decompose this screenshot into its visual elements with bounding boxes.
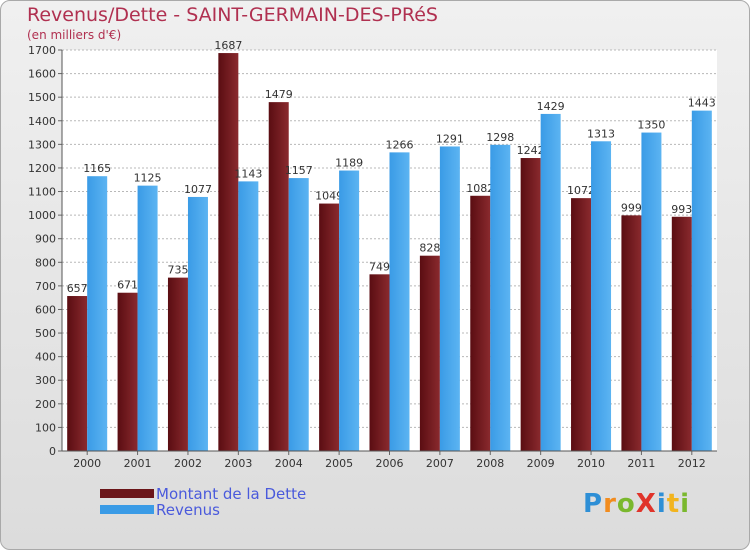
bar-revenus bbox=[187, 196, 208, 451]
y-tick-label: 100 bbox=[35, 421, 56, 434]
bar-revenus bbox=[238, 181, 259, 451]
bar-dette bbox=[369, 274, 390, 451]
data-label-dette: 1687 bbox=[214, 39, 242, 52]
y-tick-label: 1000 bbox=[28, 209, 56, 222]
logo-letter: P bbox=[583, 489, 604, 519]
bar-revenus bbox=[490, 144, 511, 451]
logo-letter: t bbox=[666, 489, 681, 519]
data-label-revenus: 1443 bbox=[688, 97, 716, 110]
data-label-revenus: 1429 bbox=[537, 100, 565, 113]
data-label-revenus: 1291 bbox=[436, 132, 464, 145]
data-label-dette: 657 bbox=[67, 282, 88, 295]
logo-letter: o bbox=[616, 489, 636, 519]
y-tick-label: 1100 bbox=[28, 186, 56, 199]
legend-label-dette: Montant de la Dette bbox=[156, 485, 307, 503]
data-label-dette: 1072 bbox=[567, 184, 595, 197]
logo-letter: i bbox=[680, 489, 691, 519]
data-label-dette: 828 bbox=[419, 242, 440, 255]
bar-revenus bbox=[691, 110, 712, 451]
x-tick-label: 2006 bbox=[376, 457, 404, 470]
y-tick-label: 300 bbox=[35, 374, 56, 387]
bar-dette bbox=[167, 277, 188, 451]
y-tick-label: 1400 bbox=[28, 115, 56, 128]
proxiti-logo: ProXiti bbox=[583, 489, 690, 519]
y-tick-label: 1300 bbox=[28, 138, 56, 151]
bar-revenus bbox=[591, 141, 612, 451]
x-tick-label: 2009 bbox=[527, 457, 555, 470]
bar-revenus bbox=[339, 170, 360, 451]
y-tick-label: 400 bbox=[35, 351, 56, 364]
chart-title: Revenus/Dette - SAINT-GERMAIN-DES-PRéS bbox=[27, 4, 438, 26]
bar-dette bbox=[571, 198, 592, 451]
bar-dette bbox=[67, 296, 88, 451]
y-tick-label: 600 bbox=[35, 303, 56, 316]
data-label-revenus: 1165 bbox=[83, 162, 111, 175]
legend-swatch-revenus bbox=[100, 505, 154, 514]
y-tick-label: 900 bbox=[35, 233, 56, 246]
bar-dette bbox=[319, 203, 340, 451]
data-label-dette: 735 bbox=[167, 264, 188, 277]
x-tick-label: 2010 bbox=[577, 457, 605, 470]
bar-revenus bbox=[137, 185, 158, 451]
data-label-dette: 1049 bbox=[315, 190, 343, 203]
bar-revenus bbox=[540, 113, 561, 451]
data-label-dette: 671 bbox=[117, 279, 138, 292]
logo-letter: X bbox=[635, 489, 657, 519]
bar-dette bbox=[419, 255, 440, 451]
data-label-dette: 993 bbox=[671, 203, 692, 216]
bar-dette bbox=[117, 292, 138, 451]
legend-label-revenus: Revenus bbox=[156, 501, 220, 519]
y-tick-label: 1200 bbox=[28, 162, 56, 175]
bar-revenus bbox=[87, 176, 108, 451]
data-label-dette: 749 bbox=[369, 260, 390, 273]
x-tick-label: 2000 bbox=[73, 457, 101, 470]
bar-dette bbox=[470, 195, 491, 451]
data-label-revenus: 1143 bbox=[234, 167, 262, 180]
data-label-revenus: 1077 bbox=[184, 183, 212, 196]
x-tick-label: 2004 bbox=[275, 457, 303, 470]
bar-dette bbox=[621, 215, 642, 451]
y-tick-label: 800 bbox=[35, 256, 56, 269]
data-label-revenus: 1313 bbox=[587, 127, 615, 140]
bar-dette bbox=[268, 102, 289, 451]
data-label-dette: 1479 bbox=[265, 88, 293, 101]
bar-revenus bbox=[288, 178, 309, 452]
logo-letter: r bbox=[603, 489, 617, 519]
y-tick-label: 700 bbox=[35, 280, 56, 293]
data-label-dette: 1082 bbox=[466, 182, 494, 195]
y-tick-label: 500 bbox=[35, 327, 56, 340]
bar-revenus bbox=[389, 152, 410, 452]
x-tick-label: 2002 bbox=[174, 457, 202, 470]
x-tick-label: 2003 bbox=[224, 457, 252, 470]
data-label-revenus: 1125 bbox=[134, 172, 162, 185]
data-label-revenus: 1157 bbox=[285, 164, 313, 177]
legend-swatch-dette bbox=[100, 489, 154, 498]
y-tick-label: 1500 bbox=[28, 91, 56, 104]
x-tick-label: 2005 bbox=[325, 457, 353, 470]
chart-subtitle: (en milliers d'€) bbox=[27, 28, 122, 42]
y-tick-label: 1700 bbox=[28, 44, 56, 57]
x-tick-label: 2001 bbox=[124, 457, 152, 470]
bar-dette bbox=[520, 158, 541, 451]
x-tick-label: 2008 bbox=[476, 457, 504, 470]
x-tick-label: 2011 bbox=[627, 457, 655, 470]
bar-revenus bbox=[439, 146, 460, 451]
y-tick-label: 1600 bbox=[28, 68, 56, 81]
bar-dette bbox=[671, 216, 692, 451]
data-label-revenus: 1266 bbox=[386, 138, 414, 151]
y-tick-label: 200 bbox=[35, 398, 56, 411]
data-label-dette: 1242 bbox=[517, 144, 545, 157]
logo-letter: i bbox=[656, 489, 667, 519]
bar-dette bbox=[218, 53, 239, 452]
data-label-revenus: 1298 bbox=[486, 131, 514, 144]
data-label-dette: 999 bbox=[621, 201, 642, 214]
x-tick-label: 2012 bbox=[678, 457, 706, 470]
x-tick-label: 2007 bbox=[426, 457, 454, 470]
bar-revenus bbox=[641, 132, 662, 451]
data-label-revenus: 1350 bbox=[637, 119, 665, 132]
data-label-revenus: 1189 bbox=[335, 157, 363, 170]
y-tick-label: 0 bbox=[49, 445, 56, 458]
